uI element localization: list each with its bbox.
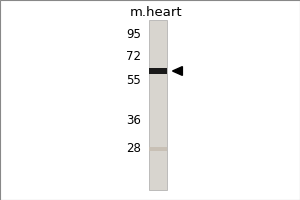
Bar bbox=[148, 147, 166, 151]
Text: m.heart: m.heart bbox=[130, 6, 182, 20]
Text: 55: 55 bbox=[126, 74, 141, 88]
Bar bbox=[148, 20, 166, 190]
Text: 28: 28 bbox=[126, 142, 141, 156]
Bar bbox=[148, 68, 166, 74]
Text: 72: 72 bbox=[126, 50, 141, 64]
Polygon shape bbox=[172, 67, 182, 75]
Text: 36: 36 bbox=[126, 114, 141, 128]
Text: 95: 95 bbox=[126, 28, 141, 42]
